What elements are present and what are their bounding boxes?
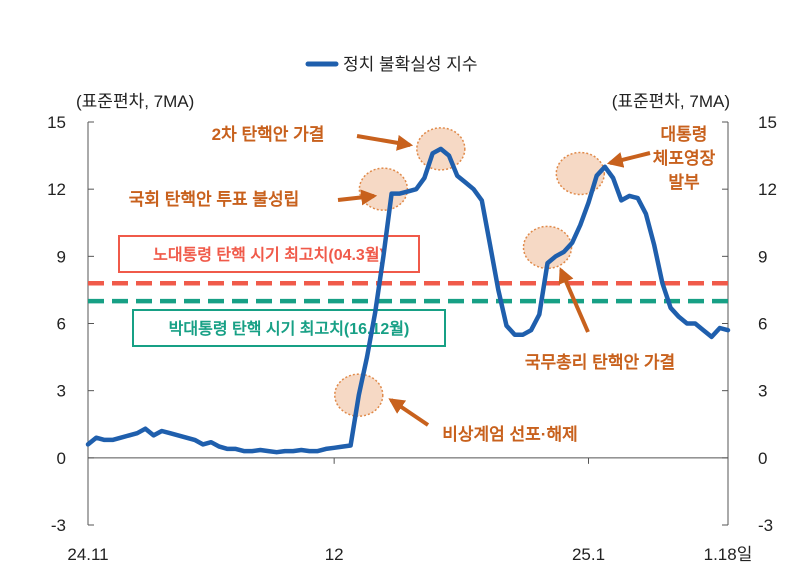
y-tick-label-left: 6 [57, 315, 66, 334]
reference-label-box [132, 309, 446, 347]
legend: 정치 불확실성 지수 [305, 55, 478, 74]
annotation-arrow [356, 134, 414, 151]
annotation-label: 체포영장 [653, 149, 716, 168]
reference-lines: 노대통령 탄핵 시기 최고치(04.3월) 박대통령 탄핵 시기 최고치(16.1… [88, 235, 728, 347]
y-tick-label-right: 3 [758, 382, 767, 401]
y-unit-right: (표준편차, 7MA) [612, 92, 730, 111]
y-tick-label-left: 12 [47, 180, 66, 199]
annotation-highlight [358, 167, 409, 211]
y-tick-label-right: 9 [758, 247, 767, 266]
reference-label-box [118, 235, 420, 273]
annotation-arrow [388, 398, 430, 427]
annotation-highlight [522, 225, 573, 270]
y-tick-label-left: 3 [57, 382, 66, 401]
series-line [85, 146, 731, 455]
y-tick-label-right: -3 [758, 516, 773, 535]
annotation-label: 비상계엄 선포·해제 [442, 425, 578, 444]
y-tick-label-right: 15 [758, 113, 777, 132]
annotation-label: 2차 탄핵안 가결 [212, 125, 325, 144]
annotation-label: 국무총리 탄핵안 가결 [525, 353, 675, 372]
reference-label: 박대통령 탄핵 시기 최고치(16.12월) [169, 319, 410, 338]
y-tick-label-left: -3 [51, 516, 66, 535]
annotation-arrow [337, 189, 378, 206]
annotation-label: 국회 탄핵안 투표 불성립 [129, 190, 300, 209]
annotation-label: 대통령 [661, 124, 708, 144]
series-layer [85, 146, 731, 455]
annotation-arrow [606, 151, 651, 168]
x-tick-label: 24.11 [67, 545, 108, 564]
x-tick-label: 12 [325, 545, 344, 564]
annotation-label: 발부 [668, 173, 700, 192]
y-unit-left: (표준편차, 7MA) [76, 92, 194, 111]
y-tick-label-left: 9 [57, 247, 66, 266]
y-tick-label-right: 12 [758, 180, 777, 199]
annotation-arrow [558, 267, 590, 333]
axes: -3 -3 0 0 3 3 6 6 9 9 12 12 15 15 24.11 12 25.1 1.18일 (표준편… [47, 92, 777, 564]
x-tick-label: 25.1 [572, 545, 605, 564]
y-tick-label-left: 15 [47, 113, 66, 132]
x-tick-label: 1.18일 [704, 545, 753, 564]
reference-label: 노대통령 탄핵 시기 최고치(04.3월) [153, 245, 385, 264]
legend-label: 정치 불확실성 지수 [343, 55, 478, 74]
y-tick-label-right: 0 [758, 449, 767, 468]
y-tick-label-left: 0 [57, 449, 66, 468]
y-tick-label-right: 6 [758, 315, 767, 334]
